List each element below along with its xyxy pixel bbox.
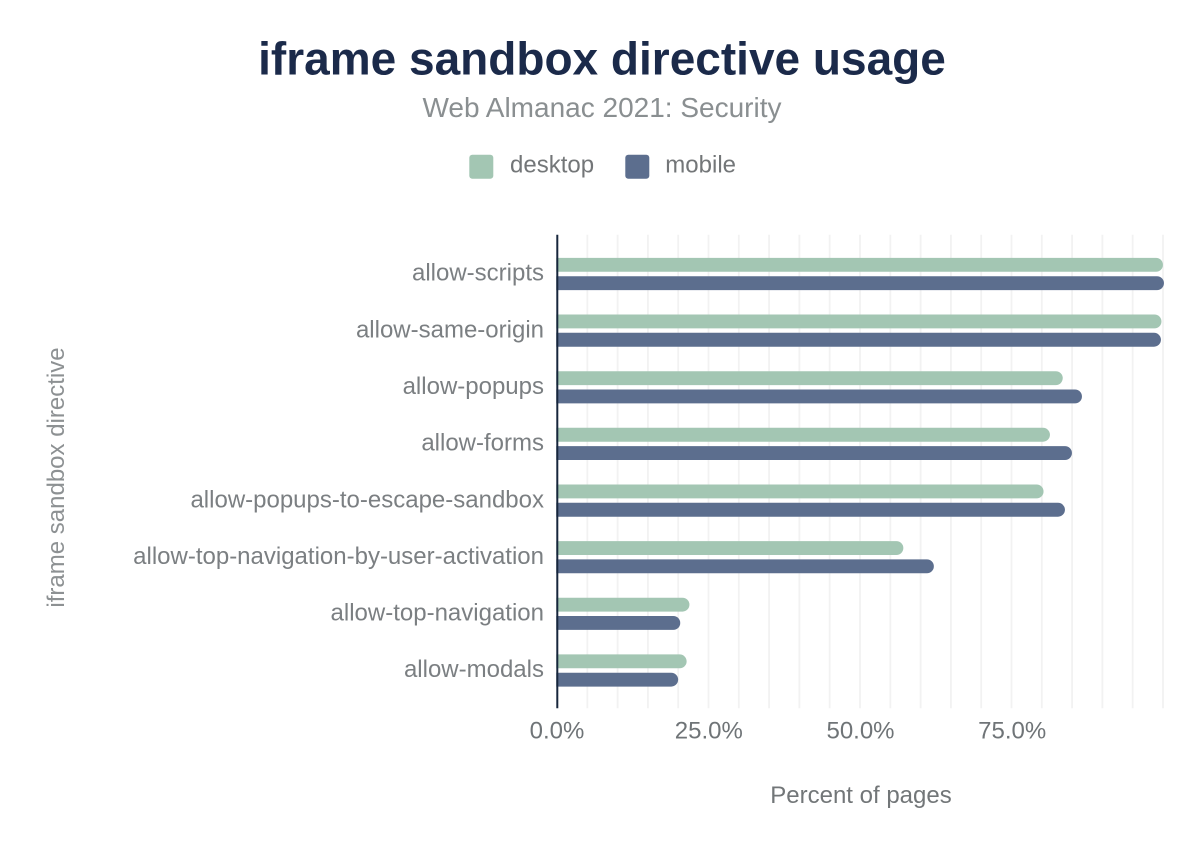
svg-text:allow-top-navigation: allow-top-navigation	[331, 600, 544, 627]
svg-text:Web Almanac 2021: Security: Web Almanac 2021: Security	[422, 92, 781, 123]
svg-text:Percent of pages: Percent of pages	[770, 782, 951, 809]
svg-text:allow-scripts: allow-scripts	[412, 260, 544, 287]
svg-text:allow-popups: allow-popups	[403, 373, 544, 400]
svg-text:25.0%: 25.0%	[675, 717, 743, 744]
svg-text:allow-modals: allow-modals	[404, 656, 544, 683]
svg-text:75.0%: 75.0%	[978, 717, 1046, 744]
svg-text:allow-same-origin: allow-same-origin	[356, 316, 544, 343]
svg-text:desktop: desktop	[510, 152, 594, 179]
svg-text:allow-top-navigation-by-user-a: allow-top-navigation-by-user-activation	[133, 543, 544, 570]
svg-text:iframe sandbox directive: iframe sandbox directive	[43, 347, 70, 607]
svg-text:mobile: mobile	[665, 152, 736, 179]
svg-text:iframe sandbox directive usage: iframe sandbox directive usage	[258, 33, 946, 85]
svg-text:allow-forms: allow-forms	[421, 430, 544, 457]
svg-text:allow-popups-to-escape-sandbox: allow-popups-to-escape-sandbox	[190, 486, 544, 513]
svg-text:0.0%: 0.0%	[530, 717, 585, 744]
svg-text:50.0%: 50.0%	[826, 717, 894, 744]
